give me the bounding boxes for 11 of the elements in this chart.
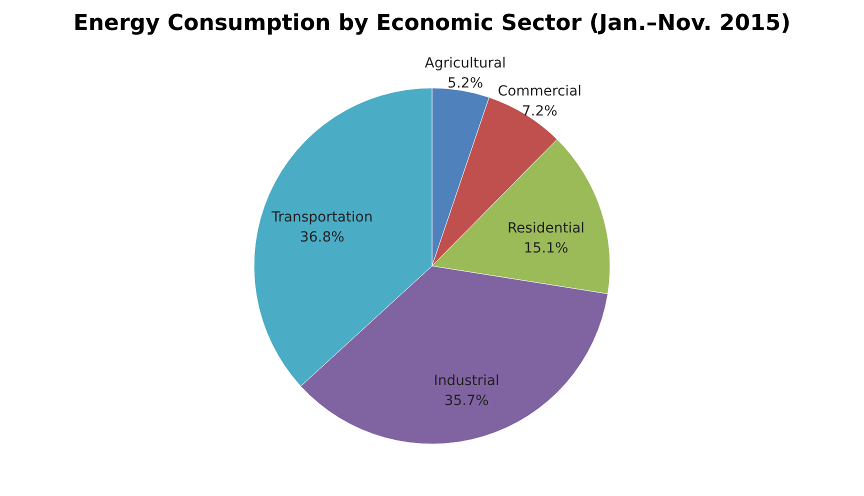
slice-label: Transportation xyxy=(270,210,373,226)
data-label: 5.2% xyxy=(448,76,484,92)
data-label: 15.1% xyxy=(524,240,568,257)
slice-label: Commercial xyxy=(498,84,582,100)
slice-label: Industrial xyxy=(434,372,500,389)
data-label: 7.2% xyxy=(522,104,558,120)
data-label: 35.7% xyxy=(444,392,489,409)
slice-label: Agricultural xyxy=(424,56,506,72)
data-label: 36.8% xyxy=(300,230,344,246)
chart-title: Energy Consumption by Economic Sector (Jan.–Nov. 2015) xyxy=(73,11,791,36)
slice-label: Residential xyxy=(507,220,585,237)
